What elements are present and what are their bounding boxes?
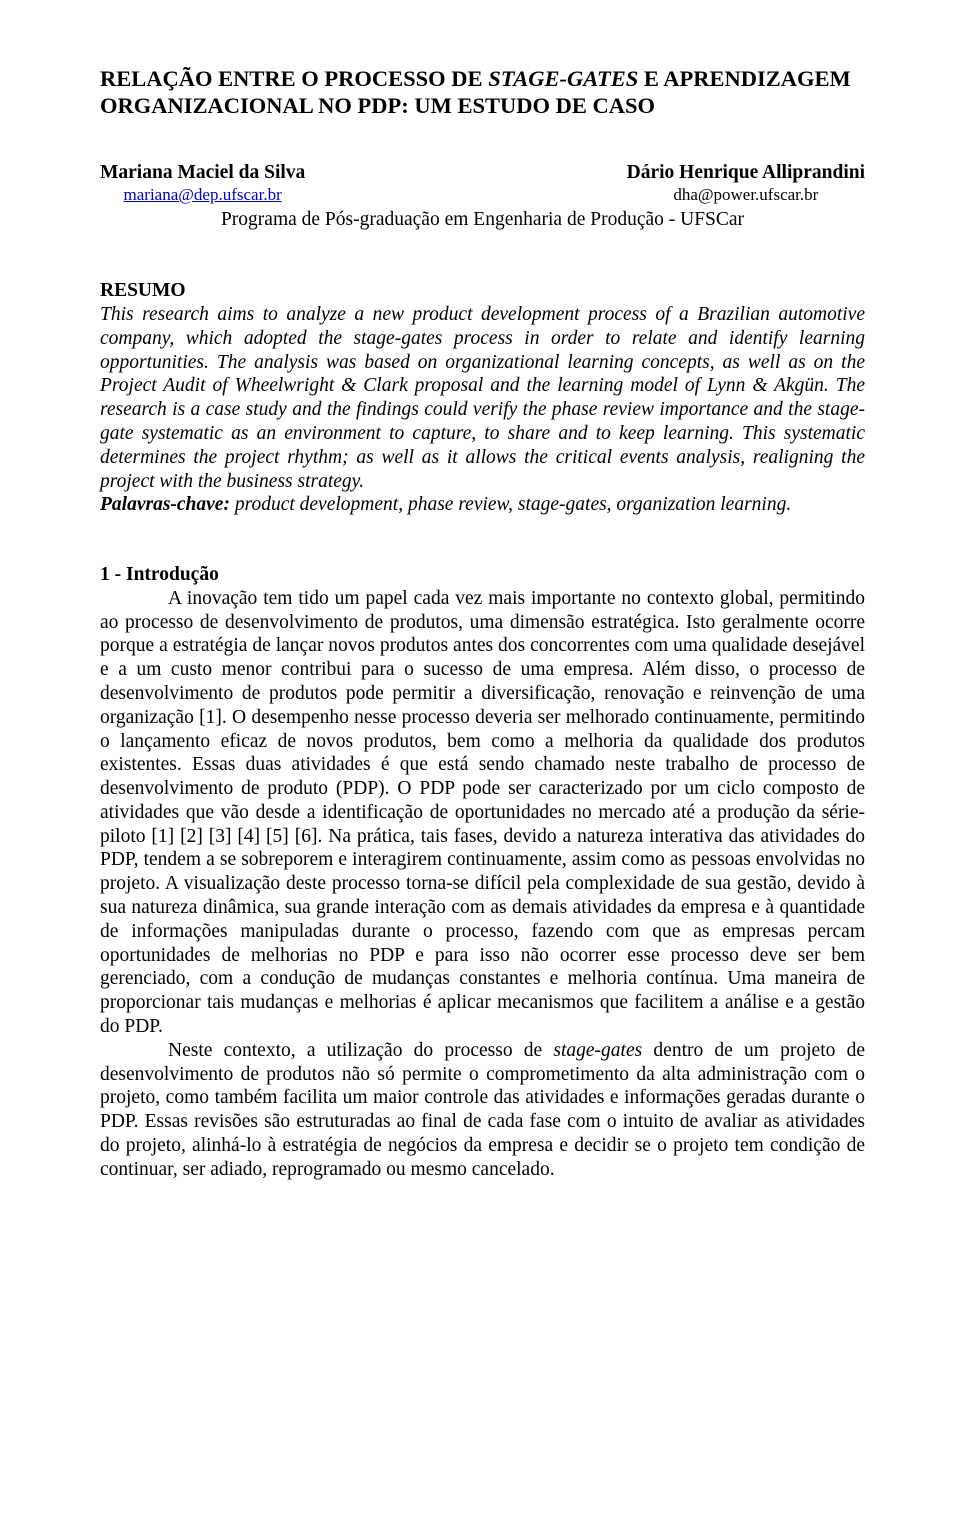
author-1-email-link[interactable]: mariana@dep.ufscar.br [124, 185, 282, 204]
author-1-name: Mariana Maciel da Silva [100, 161, 305, 185]
paper-title: RELAÇÃO ENTRE O PROCESSO DE STAGE-GATES … [100, 65, 865, 119]
intro-para-1: A inovação tem tido um papel cada vez ma… [100, 587, 865, 1039]
intro-p2-a: Neste contexto, a utilização do processo… [168, 1040, 553, 1061]
title-part1: RELAÇÃO ENTRE O PROCESSO DE [100, 66, 488, 91]
keywords-line: Palavras-chave: product development, pha… [100, 493, 865, 517]
intro-para-2: Neste contexto, a utilização do processo… [100, 1039, 865, 1182]
author-2-email-text: dha@power.ufscar.br [673, 185, 818, 204]
author-2: Dário Henrique Alliprandini dha@power.uf… [627, 161, 865, 206]
author-2-email: dha@power.ufscar.br [627, 185, 865, 206]
abstract-text: This research aims to analyze a new prod… [100, 303, 865, 493]
resumo-heading: RESUMO [100, 279, 865, 303]
intro-p1-text: A inovação tem tido um papel cada vez ma… [100, 588, 865, 1037]
keywords-label: Palavras-chave: [100, 494, 230, 515]
paper-page: RELAÇÃO ENTRE O PROCESSO DE STAGE-GATES … [0, 0, 960, 1241]
title-italic: STAGE-GATES [488, 66, 638, 91]
author-1-email: mariana@dep.ufscar.br [100, 185, 305, 206]
authors-block: Mariana Maciel da Silva mariana@dep.ufsc… [100, 161, 865, 206]
intro-heading: 1 - Introdução [100, 563, 865, 587]
author-2-name: Dário Henrique Alliprandini [627, 161, 865, 185]
author-1: Mariana Maciel da Silva mariana@dep.ufsc… [100, 161, 305, 206]
affiliation: Programa de Pós-graduação em Engenharia … [100, 208, 865, 232]
keywords-text: product development, phase review, stage… [230, 494, 791, 515]
intro-p2-italic: stage-gates [553, 1040, 642, 1061]
